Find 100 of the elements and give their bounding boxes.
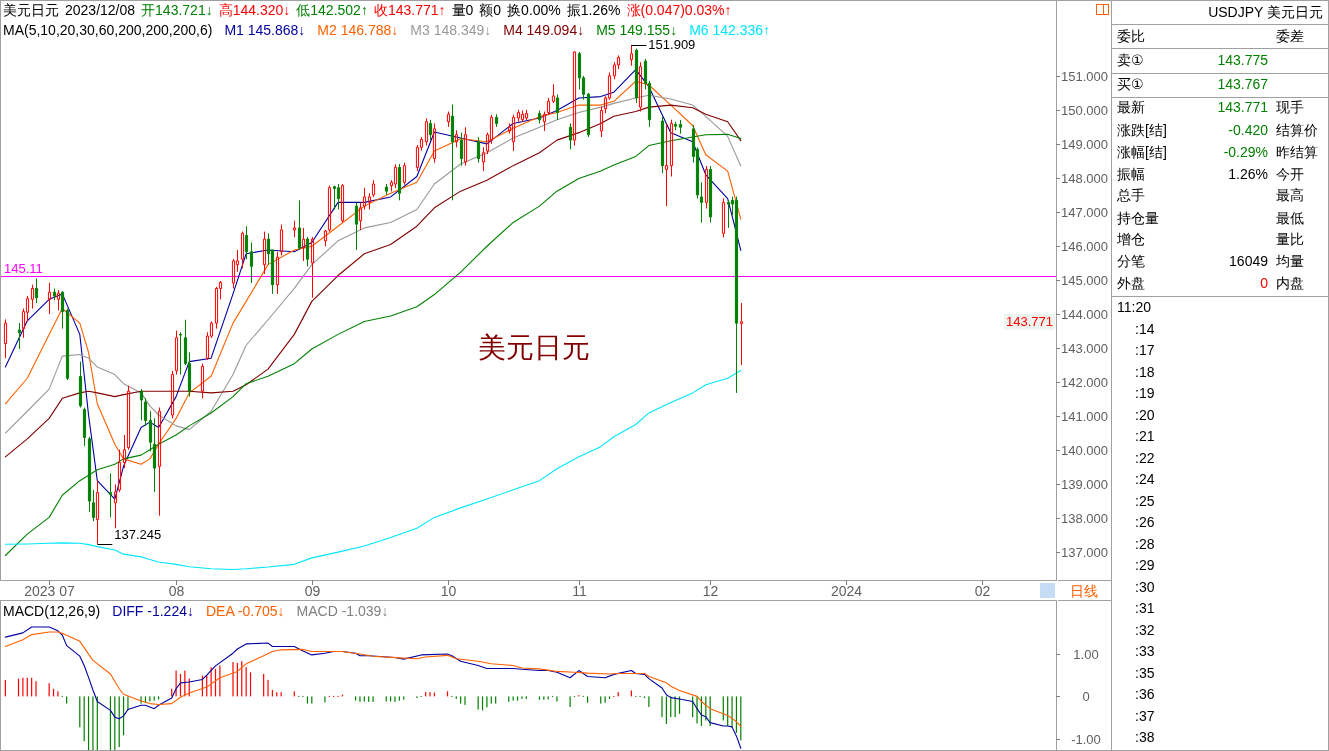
text: 委比 (1117, 28, 1145, 44)
text: :35 (1135, 664, 1155, 681)
text: :33 (1135, 643, 1155, 659)
text: 11:20 (1117, 299, 1152, 315)
y-tick-label: 142.000 (1061, 375, 1108, 390)
y-tick-label: 150.000 (1061, 103, 1108, 118)
x-tick-label: 12 (702, 583, 719, 599)
x-tick-label: 09 (304, 583, 321, 599)
ref-line-label: 145.11 (4, 260, 43, 276)
text: :31 (1135, 600, 1155, 616)
x-tick-label: 10 (440, 583, 457, 599)
y-tick-label: 145.000 (1061, 273, 1108, 288)
text: 涨跌[结] (1117, 122, 1167, 138)
annotation: 美元日元 (478, 332, 590, 363)
text: M2 146.788↓ (317, 22, 399, 38)
y-tick-label: 137.000 (1061, 545, 1108, 560)
text: 143.767 (1217, 76, 1269, 92)
text: :32 (1135, 621, 1155, 638)
text: M6 142.336↑ (689, 22, 771, 38)
text: :21 (1135, 428, 1155, 444)
text: M3 148.349↓ (410, 22, 492, 38)
text: M4 149.094↓ (503, 22, 585, 38)
text: :26 (1135, 514, 1155, 530)
y-tick-label: 140.000 (1061, 443, 1108, 458)
text: 0 (1260, 275, 1269, 291)
text: 今开 (1276, 166, 1304, 182)
text: 16049 (1229, 253, 1269, 269)
text: 振幅 (1117, 166, 1145, 182)
annotation: 涨(0.047)0.03%↑ (626, 2, 732, 18)
text: 量比 (1276, 231, 1304, 247)
text: 1.26% (1228, 166, 1268, 182)
text: :22 (1135, 449, 1155, 466)
text: 143.775 (1217, 52, 1269, 68)
text: 最高 (1276, 187, 1304, 203)
text: 143.771 (1217, 99, 1269, 115)
y-tick-label: 144.000 (1061, 307, 1108, 322)
text: 增仓 (1116, 231, 1145, 247)
text: 日线 (1070, 583, 1098, 599)
text: :37 (1135, 707, 1155, 724)
annotation: 收143.771↑ (373, 2, 446, 18)
text: 涨幅[结] (1117, 144, 1167, 160)
annotation: MACD -1.039↓ (296, 603, 389, 619)
y-tick-label: 141.000 (1061, 409, 1108, 424)
annotation: 低142.502↑ (296, 2, 368, 18)
y-tick-label: -1.00 (1071, 732, 1101, 747)
text: 外盘 (1117, 275, 1145, 291)
legend-title: MACD(12,26,9) (3, 603, 101, 619)
text: :24 (1135, 471, 1155, 487)
text: -0.29% (1223, 144, 1268, 160)
chart-title: 美元日元 (3, 2, 59, 18)
annotation: 151.909 (648, 37, 696, 53)
text: USDJPY 美元日元 (1208, 4, 1323, 20)
text: M5 149.155↓ (596, 22, 678, 38)
text: :20 (1135, 406, 1155, 423)
text: 最新 (1117, 99, 1145, 115)
text: 总手 (1116, 187, 1145, 203)
text: 昨结算 (1276, 144, 1318, 160)
x-tick-label: 02 (974, 583, 991, 599)
y-tick-label: 139.000 (1061, 477, 1108, 492)
text: 内盘 (1276, 275, 1304, 291)
text: :17 (1135, 342, 1155, 358)
y-tick-label: 1.00 (1073, 647, 1099, 662)
text: :19 (1135, 385, 1155, 401)
text: :36 (1135, 686, 1155, 702)
chart-subtitle: 2023/12/08 (65, 2, 136, 18)
y-tick-label: 146.000 (1061, 239, 1108, 254)
y-tick-label: 143.000 (1061, 341, 1108, 356)
annotation: 高144.320↓ (218, 2, 291, 18)
y-tick-label: 148.000 (1061, 171, 1108, 186)
text: -0.420 (1228, 122, 1269, 138)
y-tick-label: 147.000 (1061, 205, 1108, 220)
text: 均量 (1275, 253, 1304, 269)
annotation: 137.245 (114, 526, 162, 542)
text: 委差 (1276, 28, 1304, 44)
y-tick-label: 149.000 (1061, 137, 1108, 152)
annotation: 振1.26% (566, 2, 621, 18)
text: 买① (1117, 76, 1144, 92)
annotation: 换0.00% (507, 2, 561, 18)
text: 分笔 (1117, 253, 1145, 269)
text: DIFF -1.224↓ (112, 603, 194, 619)
legend-title: MA(5,10,20,30,60,200,200,200,6) (3, 22, 213, 38)
y-tick-label: 0 (1082, 689, 1090, 704)
annotation: 额0 (479, 2, 502, 18)
text: 卖① (1117, 52, 1144, 68)
text: DEA -0.705↓ (205, 603, 285, 619)
text: :28 (1135, 535, 1155, 552)
text: :18 (1135, 363, 1155, 380)
annotation: 开143.721↓ (141, 2, 213, 18)
x-tick-label: 08 (168, 583, 185, 599)
text: M1 145.868↓ (224, 22, 306, 38)
text: :38 (1135, 729, 1155, 745)
text: 最低 (1276, 210, 1304, 226)
text: :25 (1135, 492, 1155, 509)
text: :30 (1135, 578, 1155, 595)
x-tick-label: 11 (572, 583, 587, 599)
x-tick-label: 2024 (830, 583, 863, 599)
text: :29 (1135, 557, 1155, 573)
text: 持仓量 (1117, 210, 1159, 226)
annotation: 143.771 (1006, 314, 1053, 330)
annotation: 量0 (451, 2, 474, 18)
